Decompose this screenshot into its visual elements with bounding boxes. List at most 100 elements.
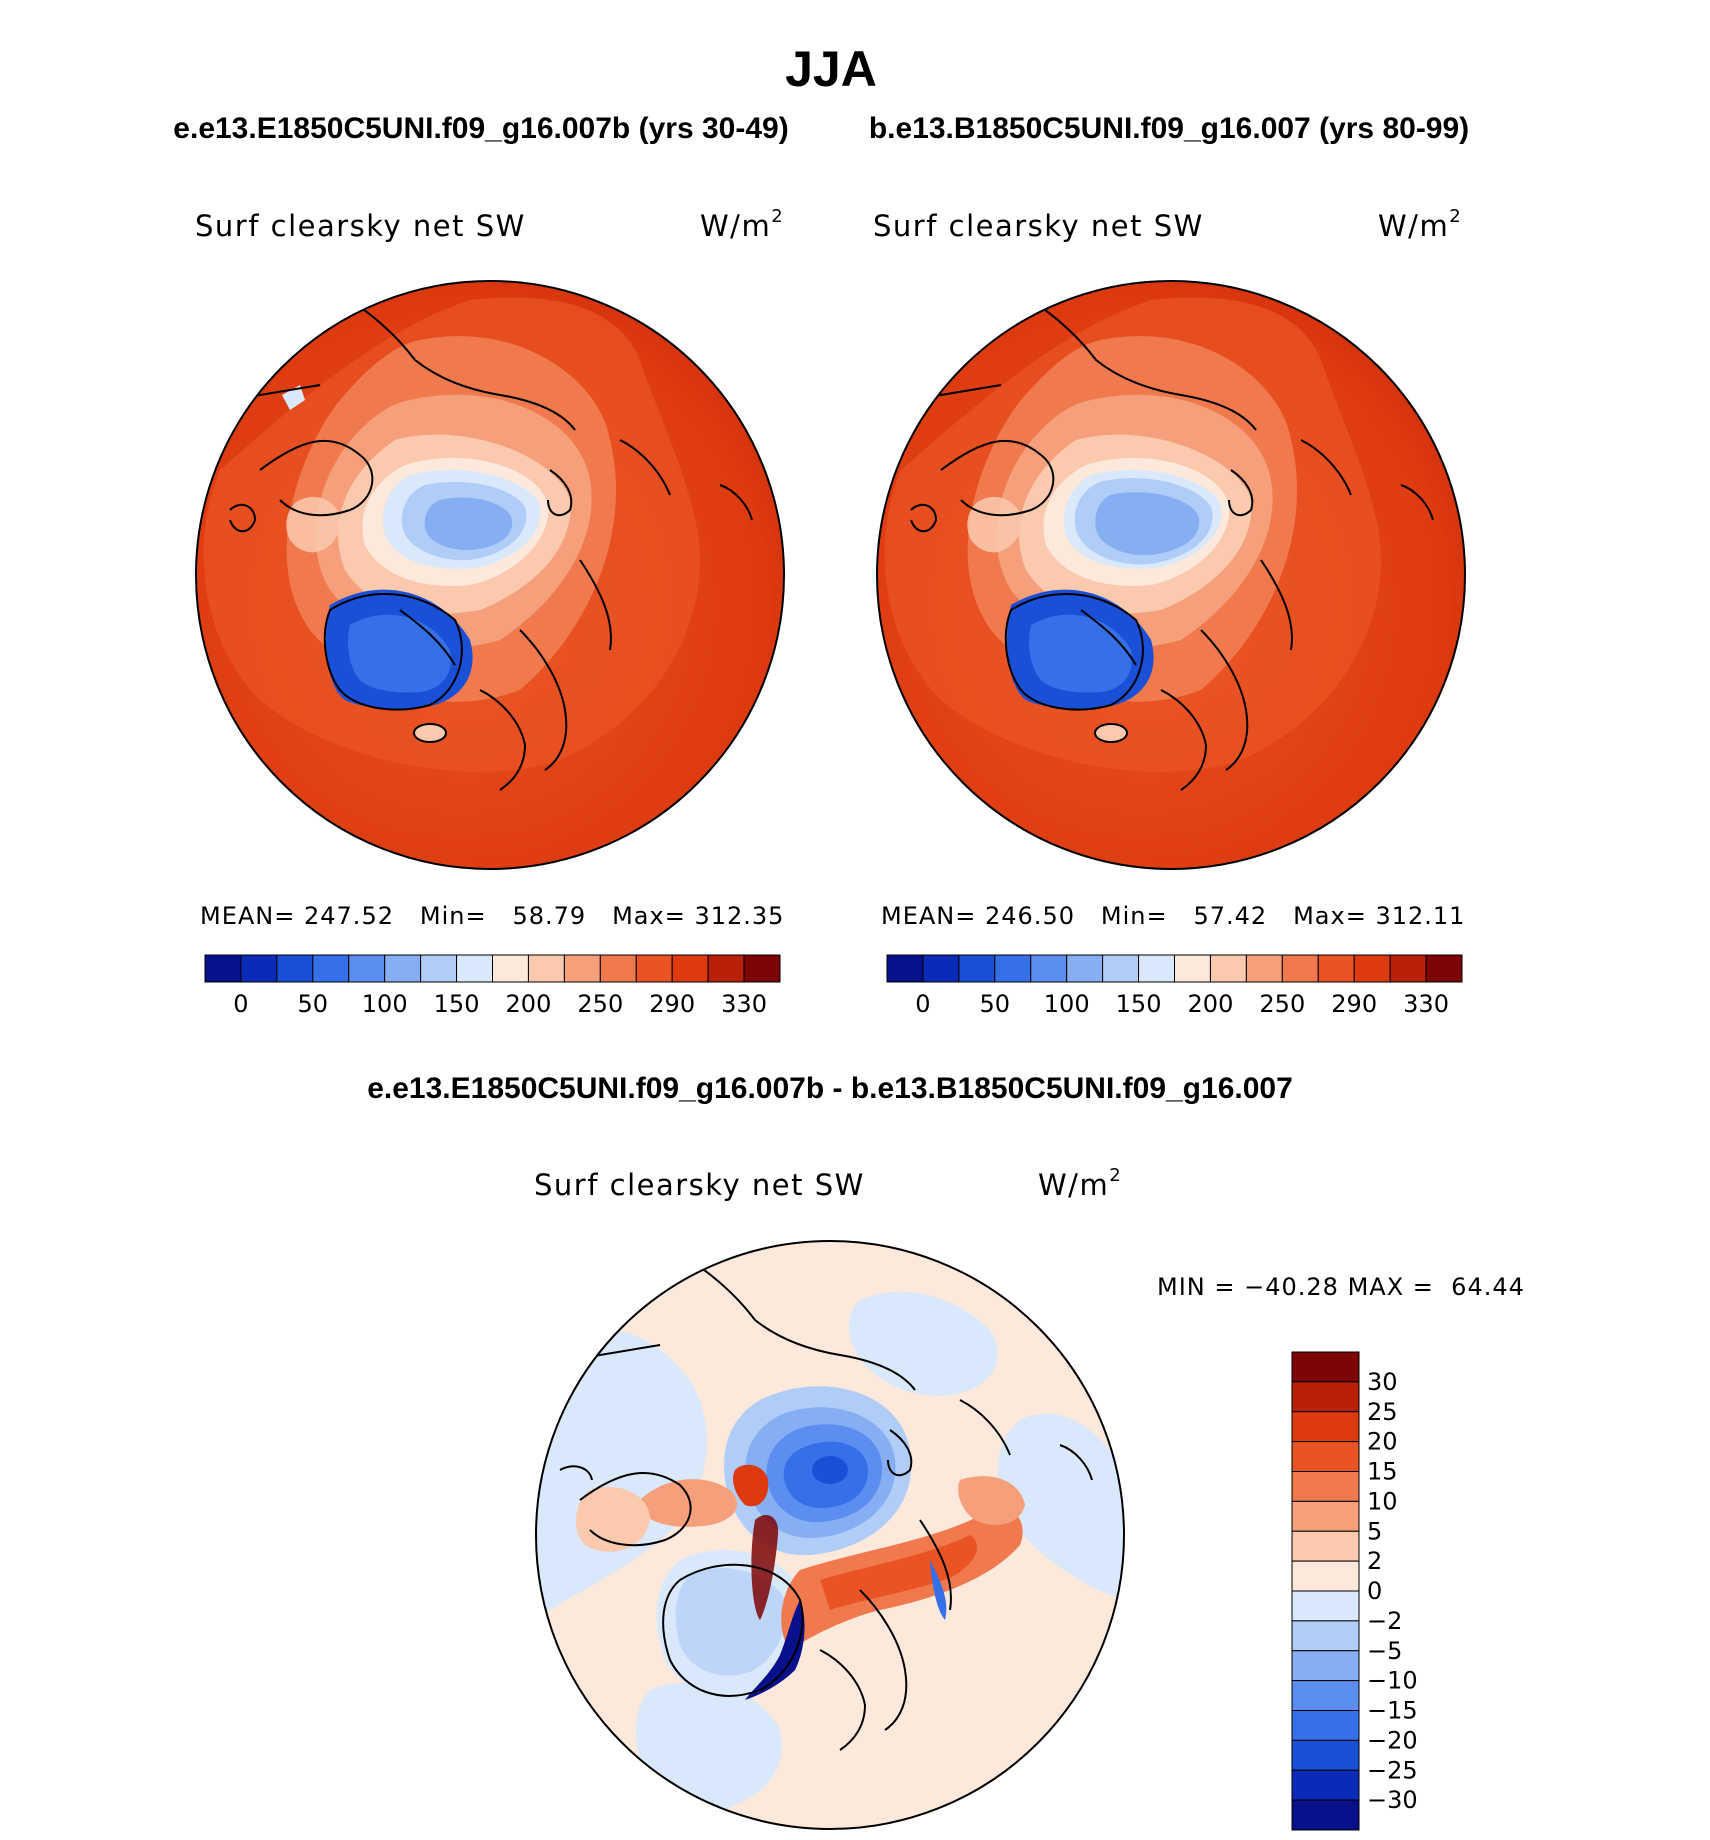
panel-b-map <box>877 281 1465 869</box>
panel-c-colorbar-tick-label: 25 <box>1367 1398 1398 1426</box>
panel-b-colorbar-swatch <box>1353 954 1391 983</box>
panel-c-colorbar-tick-label: −15 <box>1367 1697 1418 1725</box>
panel-b-colorbar-tick-label: 0 <box>915 990 930 1018</box>
subtitle-right: b.e13.B1850C5UNI.f09_g16.007 (yrs 80-99) <box>869 112 1469 145</box>
panel-b-mean-label: MEAN= <box>881 902 976 930</box>
panel-b-colorbar-ticks: 0 50 100 150 200 250 290 330 <box>915 990 1449 1018</box>
panel-b-colorbar-tick-label: 250 <box>1259 990 1305 1018</box>
panel-b-colorbar-tick-label: 100 <box>1044 990 1090 1018</box>
panel-b-colorbar-tick-label: 50 <box>980 990 1011 1018</box>
panel-difference: Surf clearsky net SW W/m2 <box>534 1165 1525 1831</box>
panel-c-min: −40.28 <box>1244 1273 1339 1301</box>
panel-b-colorbar-tick-label: 150 <box>1116 990 1162 1018</box>
panel-c-colorbar-swatch <box>1291 1530 1360 1562</box>
panel-c-colorbar-tick-label: 2 <box>1367 1547 1382 1575</box>
panel-c-colorbar-swatch <box>1291 1351 1360 1383</box>
panel-c-colorbar-tick-label: −25 <box>1367 1756 1418 1784</box>
figure-title: JJA <box>785 41 877 97</box>
panel-c-colorbar-tick-label: 5 <box>1367 1517 1382 1545</box>
panel-a-min-label: Min= <box>420 902 487 930</box>
panel-b-colorbar-tick-label: 330 <box>1403 990 1449 1018</box>
panel-c-colorbar-swatch <box>1291 1381 1360 1413</box>
panel-c-colorbar-tick-label: −10 <box>1367 1667 1418 1695</box>
panel-b-field-label: Surf clearsky net SW <box>873 209 1204 243</box>
panel-a-colorbar-swatch <box>635 954 673 983</box>
panel-a-colorbar <box>204 954 781 983</box>
panel-b-colorbar-swatch <box>1245 954 1283 983</box>
panel-a-colorbar-swatch <box>240 954 278 983</box>
panel-b-colorbar-swatch <box>1174 954 1211 983</box>
panel-b-colorbar-tick-label: 290 <box>1331 990 1377 1018</box>
panel-b-colorbar-tick-label: 200 <box>1188 990 1234 1018</box>
panel-a-max: 312.35 <box>694 902 784 930</box>
panel-c-boundary <box>535 1240 1125 1830</box>
panel-c-colorbar-tick-label: −5 <box>1367 1637 1402 1665</box>
panel-b-colorbar-swatch <box>1425 954 1463 983</box>
panel-c-coastlines <box>559 1259 1093 1751</box>
panel-b-min: 57.42 <box>1193 902 1267 930</box>
panel-c-field-label: Surf clearsky net SW <box>534 1168 865 1202</box>
panel-a-map <box>196 281 784 869</box>
panel-c-colorbar-tick-label: 20 <box>1367 1428 1398 1456</box>
panel-a-colorbar-swatch <box>348 954 386 983</box>
panel-b-max: 312.11 <box>1375 902 1465 930</box>
panel-c-max: 64.44 <box>1451 1273 1525 1301</box>
panel-case-1: Surf clearsky net SW W/m2 <box>195 206 785 1018</box>
panel-b-colorbar-swatch <box>1030 954 1068 983</box>
panel-c-colorbar-swatch <box>1291 1500 1360 1532</box>
panel-a-colorbar-tick-label: 250 <box>577 990 623 1018</box>
panel-b-colorbar-swatch <box>1066 954 1104 983</box>
panel-b-colorbar-swatch <box>1209 954 1247 983</box>
panel-b-coastlines <box>910 299 1434 791</box>
panel-b-colorbar-swatch <box>1138 954 1175 983</box>
panel-c-colorbar-swatch <box>1291 1441 1360 1472</box>
panel-a-colorbar-tick-label: 290 <box>649 990 695 1018</box>
panel-a-colorbar-swatch <box>204 954 242 983</box>
panel-a-stats: MEAN= 247.52 Min= 58.79 Max= 312.35 <box>200 902 784 930</box>
panel-a-colorbar-swatch <box>456 954 493 983</box>
panel-b-colorbar-swatch <box>922 954 960 983</box>
panel-c-colorbar-tick-label: −20 <box>1367 1726 1418 1754</box>
panel-a-colorbar-swatch <box>599 954 637 983</box>
panel-b-units-base: W/m <box>1378 209 1449 243</box>
panel-c-colorbar-tick-label: −2 <box>1367 1607 1402 1635</box>
panel-a-colorbar-tick-label: 0 <box>233 990 248 1018</box>
panel-c-colorbar-swatch <box>1291 1799 1360 1831</box>
panel-c-colorbar-swatch <box>1291 1620 1360 1652</box>
panel-c-colorbar-swatch <box>1291 1739 1360 1771</box>
panel-a-colorbar-swatch <box>743 954 781 983</box>
panel-b-colorbar-swatch <box>1281 954 1319 983</box>
panel-c-max-label: MAX = <box>1348 1273 1434 1301</box>
panel-b-units-exp: 2 <box>1449 206 1462 227</box>
panel-c-colorbar <box>1291 1351 1360 1831</box>
panel-a-colorbar-tick-label: 50 <box>298 990 329 1018</box>
panel-a-colorbar-swatch <box>312 954 350 983</box>
panel-a-units: W/m2 <box>700 206 784 243</box>
panel-a-mean-label: MEAN= <box>200 902 295 930</box>
panel-a-colorbar-swatch <box>707 954 745 983</box>
panel-a-coastlines <box>229 299 753 791</box>
panel-a-colorbar-swatch <box>671 954 709 983</box>
panel-b-units: W/m2 <box>1378 206 1462 243</box>
panel-a-colorbar-swatch <box>276 954 314 983</box>
panel-a-colorbar-tick-label: 330 <box>721 990 767 1018</box>
panel-c-units-exp: 2 <box>1109 1165 1122 1186</box>
subtitle-left: e.e13.E1850C5UNI.f09_g16.007b (yrs 30-49… <box>173 112 788 145</box>
panel-a-colorbar-tick-label: 100 <box>362 990 408 1018</box>
panel-b-colorbar-swatch <box>958 954 996 983</box>
panel-b-min-label: Min= <box>1101 902 1168 930</box>
panel-b-colorbar-swatch <box>994 954 1032 983</box>
panel-a-colorbar-swatch <box>527 954 565 983</box>
panel-a-colorbar-ticks: 0 50 100 150 200 250 290 330 <box>233 990 767 1018</box>
panel-c-stats: MIN = −40.28 MAX = 64.44 <box>1157 1273 1525 1301</box>
panel-c-colorbar-swatch <box>1291 1650 1360 1682</box>
panel-c-colorbar-swatch <box>1291 1710 1360 1741</box>
panel-a-boundary <box>195 280 785 870</box>
panel-a-field-label: Surf clearsky net SW <box>195 209 526 243</box>
panel-a-colorbar-tick-label: 150 <box>434 990 480 1018</box>
panel-a-units-exp: 2 <box>771 206 784 227</box>
panel-c-colorbar-swatch <box>1291 1411 1360 1443</box>
panel-c-colorbar-swatch <box>1291 1680 1360 1711</box>
panel-b-colorbar-swatch <box>1317 954 1355 983</box>
